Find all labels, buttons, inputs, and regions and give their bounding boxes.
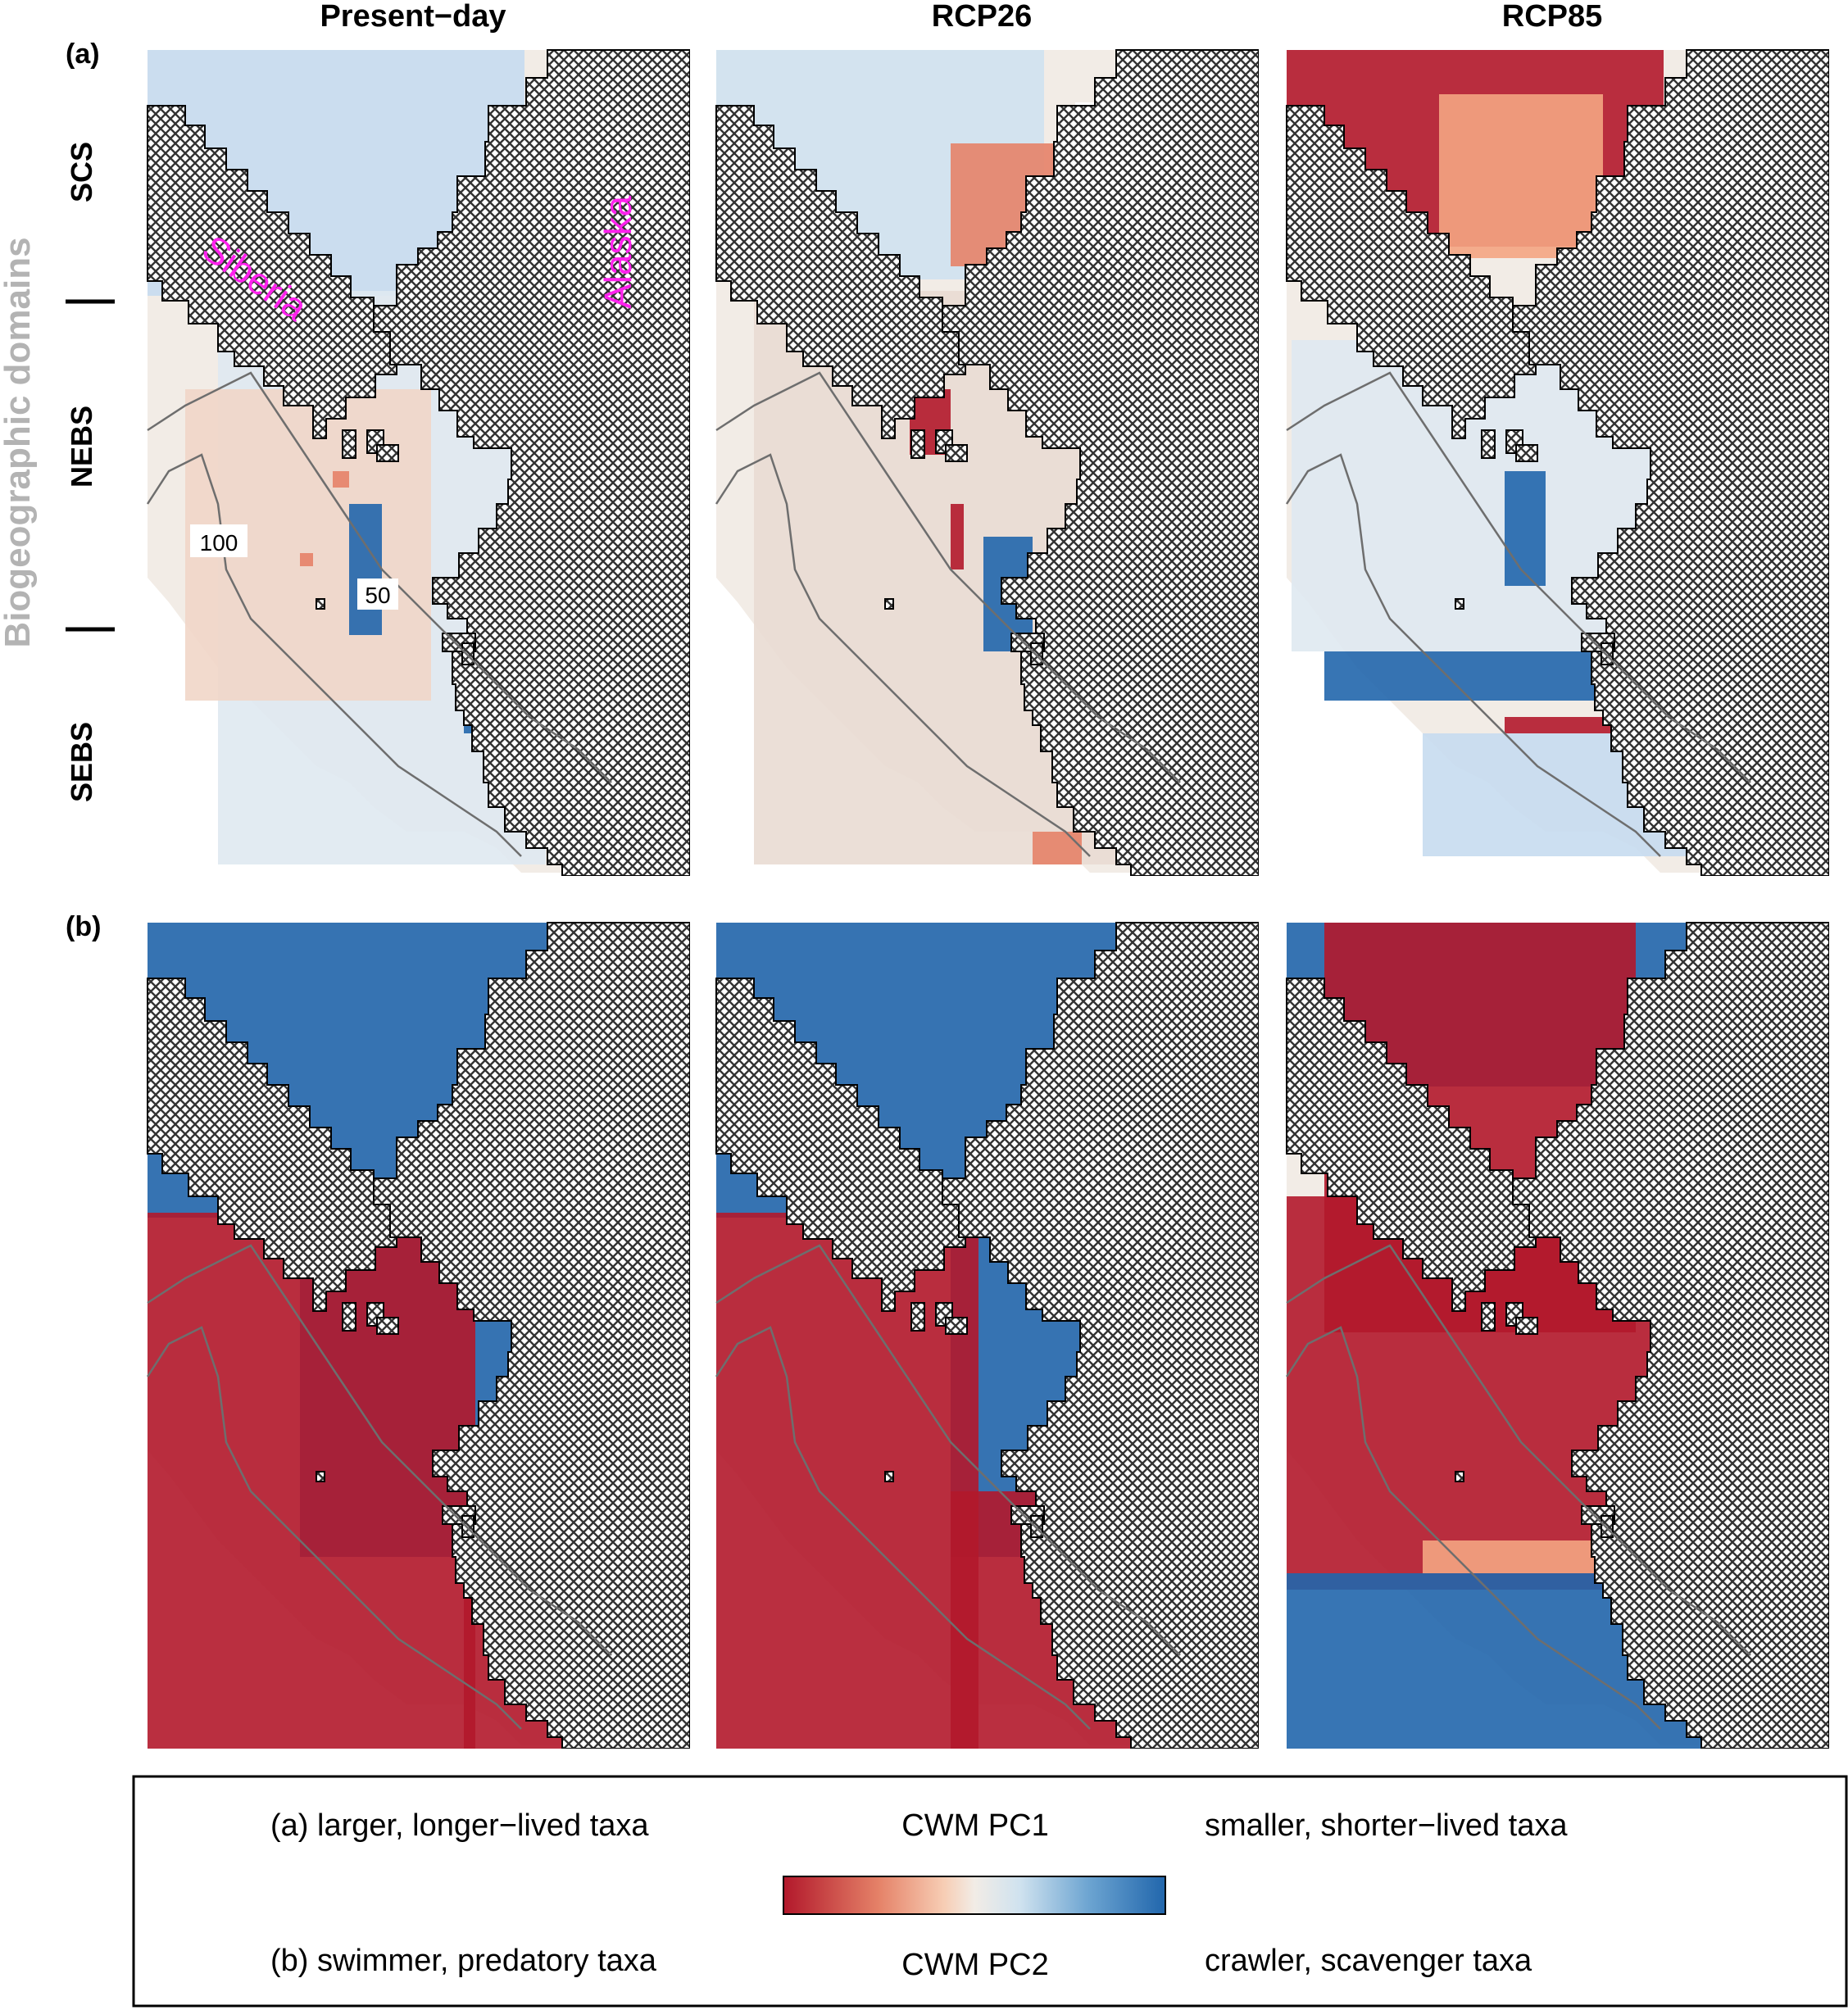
contour-50m [147,1244,612,1656]
contour-label-bg [357,578,398,610]
contour-50m [147,371,612,783]
contour-100m [1285,453,1661,857]
map-panel-a-1 [715,49,1259,876]
map-panel-b-1 [715,922,1259,1749]
contour-50m [1286,1244,1751,1656]
trait-patch [951,504,964,569]
legend-a-high: smaller, shorter−lived taxa [1205,1808,1568,1843]
trait-patch [1033,832,1082,864]
contour-50m [1286,371,1751,783]
legend-b-low: (b) swimmer, predatory taxa [270,1944,657,1978]
trait-patch [349,504,382,635]
trait-patch [716,1213,978,1749]
panel-content [715,922,1259,1749]
domain-label: SCS [65,142,98,202]
contour-label-50: 50 [365,583,390,608]
trait-patch [300,553,313,566]
map-panel-a-2 [1285,49,1829,876]
domain-label: NEBS [65,406,98,488]
trait-patch [1505,471,1546,586]
panel-content [1285,49,1829,876]
contour-100m [715,1326,1091,1730]
contour-label-100: 100 [200,530,238,556]
contour-100m [715,453,1091,857]
trait-patch [148,1213,475,1749]
panel-content [1285,922,1829,1749]
column-title: RCP85 [1502,0,1603,34]
column-title: Present−day [320,0,506,34]
trait-patch [333,471,349,488]
panel-content [715,49,1259,876]
trait-patch [1439,94,1603,258]
legend-b-high: crawler, scavenger taxa [1205,1944,1532,1978]
panel-content [146,922,690,1749]
contour-100m [146,453,522,857]
contour-50m [715,371,1181,783]
legend-a-low: (a) larger, longer−lived taxa [270,1808,649,1843]
legend-b-title: CWM PC2 [901,1948,1048,1982]
contour-50m [715,1244,1181,1656]
domain-label: SEBS [65,722,98,802]
map-panel-b-0 [146,922,690,1749]
map-panel-b-2 [1285,922,1829,1749]
contour-label-bg [190,524,247,557]
panel-content [146,49,690,876]
legend-a-title: CWM PC1 [901,1808,1048,1843]
alaska-label: Alaska [597,196,639,309]
colorbar [783,1876,1166,1915]
contour-100m [146,1326,522,1730]
row-label: (b) [66,911,101,942]
map-panel-a-0 [146,49,690,876]
contour-100m [1285,1326,1661,1730]
column-title: RCP26 [932,0,1033,34]
y-axis-title: Biogeographic domains [0,237,38,647]
row-label: (a) [66,39,100,70]
